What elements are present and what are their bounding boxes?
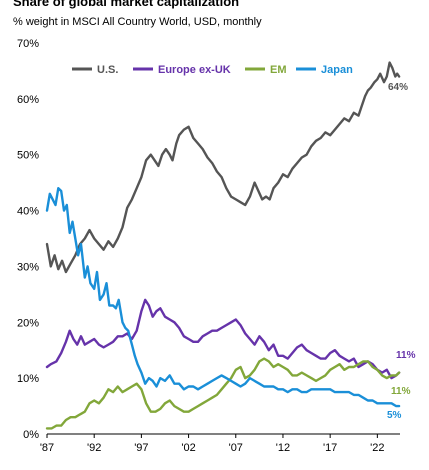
end-label: 5% bbox=[387, 410, 402, 421]
series-line-u-s- bbox=[45, 61, 401, 274]
x-tick-label: '97 bbox=[134, 442, 148, 454]
y-tick-label: 40% bbox=[17, 206, 39, 218]
axes: 0% 10% 20% 30% 40% 50% 60% 70% '87 '92 '97 '02 '07 '1… bbox=[17, 38, 400, 454]
series-line-em bbox=[45, 357, 401, 430]
x-tick-label: '92 bbox=[87, 442, 101, 454]
x-tick-label: '87 bbox=[40, 442, 54, 454]
y-tick-label: 70% bbox=[17, 38, 39, 50]
y-tick-label: 50% bbox=[17, 150, 39, 162]
x-tick-label: '12 bbox=[276, 442, 290, 454]
legend-label: Japan bbox=[321, 64, 353, 76]
end-label: 11% bbox=[396, 350, 416, 361]
series-lines bbox=[45, 61, 401, 430]
end-label: 64% bbox=[388, 82, 408, 93]
end-label: 11% bbox=[391, 386, 411, 397]
series-line-japan bbox=[45, 187, 401, 408]
y-tick-label: 10% bbox=[17, 373, 39, 385]
x-tick-label: '02 bbox=[181, 442, 195, 454]
chart-subtitle: % weight in MSCI All Country World, USD,… bbox=[13, 16, 262, 28]
series-line-europe-ex-uk bbox=[45, 298, 401, 380]
end-labels: 64% 11% 11% 5% bbox=[387, 82, 416, 421]
legend-label: EM bbox=[270, 64, 287, 76]
x-tick-label: '22 bbox=[370, 442, 384, 454]
x-tick-label: '17 bbox=[323, 442, 337, 454]
chart-title: Share of global market capitalization bbox=[13, 0, 240, 9]
y-tick-label: 20% bbox=[17, 317, 39, 329]
x-tick-label: '07 bbox=[229, 442, 243, 454]
legend-label: Europe ex-UK bbox=[158, 64, 231, 76]
y-tick-label: 0% bbox=[23, 429, 39, 441]
legend: U.S. Europe ex-UK EM Japan bbox=[72, 64, 353, 76]
y-tick-label: 30% bbox=[17, 261, 39, 273]
y-tick-label: 60% bbox=[17, 94, 39, 106]
legend-label: U.S. bbox=[97, 64, 118, 76]
